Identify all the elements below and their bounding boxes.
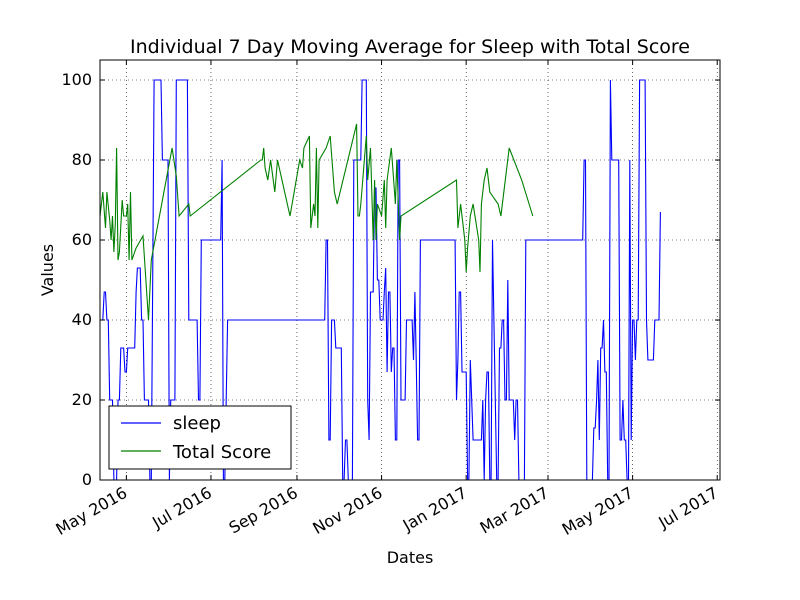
y-tick-label: 60	[72, 230, 92, 249]
y-tick-label: 20	[72, 390, 92, 409]
series-line-total-score	[100, 123, 534, 321]
y-tick-label: 40	[72, 310, 92, 329]
chart-title: Individual 7 Day Moving Average for Slee…	[130, 36, 690, 58]
x-axis-label: Dates	[387, 548, 434, 567]
y-axis-label: Values	[38, 244, 57, 296]
legend: sleep Total Score	[108, 405, 292, 470]
legend-label-sleep: sleep	[173, 413, 221, 434]
legend-label-total-score: Total Score	[172, 442, 271, 463]
y-tick-label: 100	[61, 70, 92, 89]
plot-series	[100, 79, 661, 480]
legend-box	[108, 405, 292, 470]
y-tick-label: 0	[82, 470, 92, 489]
plot-frame	[99, 59, 721, 481]
series-line-sleep	[100, 79, 661, 480]
y-tick-label: 80	[72, 150, 92, 169]
